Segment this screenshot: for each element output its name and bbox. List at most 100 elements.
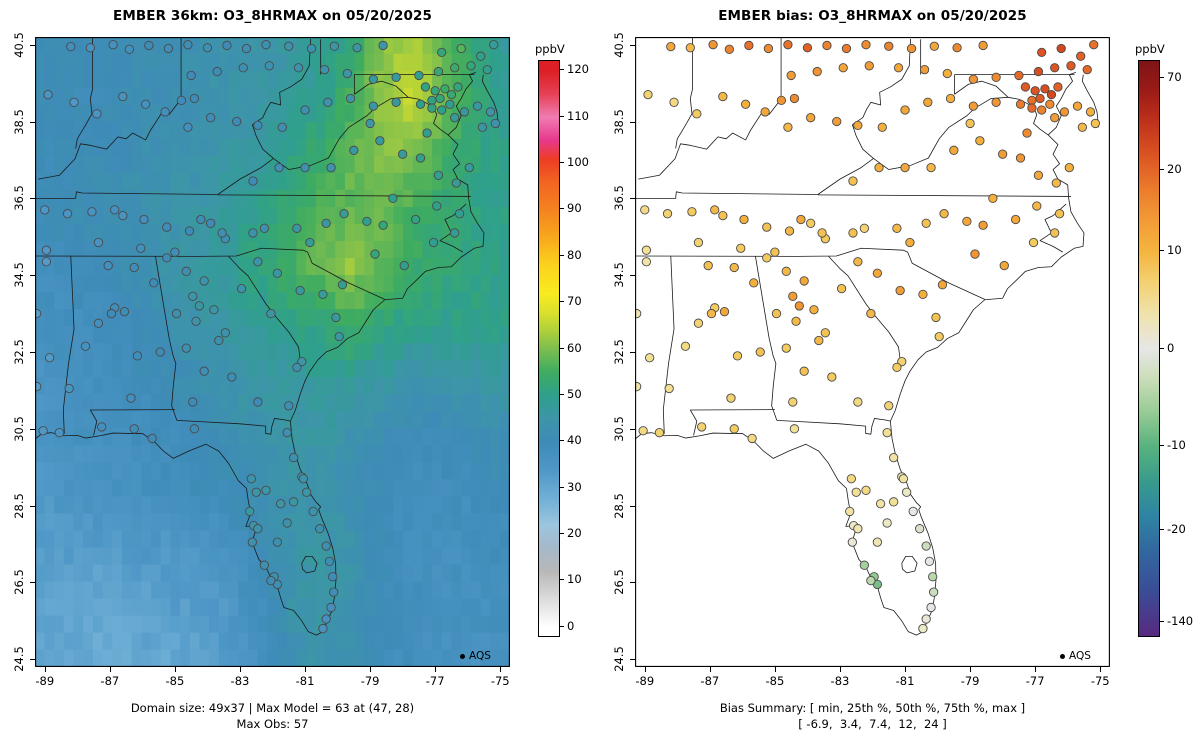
colorbar-tick-label: 20 <box>1167 162 1182 177</box>
y-axis-tick <box>30 352 35 353</box>
colorbar-tick <box>560 115 564 117</box>
colorbar-tick-label: -140 <box>1167 613 1194 628</box>
colorbar-tick <box>560 162 564 164</box>
x-tick-label: -87 <box>100 674 120 688</box>
colorbar-tick-label: 50 <box>567 386 582 401</box>
colorbar-tick-label: 70 <box>567 294 582 309</box>
colorbar-tick-label: 0 <box>567 618 575 633</box>
x-tick-label: -77 <box>1025 674 1045 688</box>
colorbar-tick-label: 30 <box>567 479 582 494</box>
left-legend-label: AQS <box>469 650 491 662</box>
colorbar-tick-label: -20 <box>1167 521 1186 536</box>
y-tick-label: 38.5 <box>612 108 626 135</box>
y-axis-tick <box>630 505 635 507</box>
y-axis-tick <box>630 121 635 123</box>
x-axis-tick <box>174 667 176 672</box>
y-axis-tick <box>30 198 35 200</box>
colorbar-tick <box>560 69 564 71</box>
colorbar-tick <box>1160 620 1164 622</box>
y-tick-label: 38.5 <box>12 108 26 135</box>
y-axis-tick <box>630 428 635 430</box>
colorbar-tick-label: 70 <box>1167 70 1182 85</box>
x-axis-tick <box>435 667 437 672</box>
y-tick-label: 24.5 <box>12 646 26 673</box>
colorbar-tick <box>560 301 564 303</box>
x-tick-label: -79 <box>360 674 380 688</box>
colorbar-tick <box>560 254 564 256</box>
x-tick-label: -83 <box>830 674 850 688</box>
y-tick-label: 24.5 <box>612 646 626 673</box>
y-tick-label: 36.5 <box>612 185 626 212</box>
x-tick-label: -89 <box>35 674 55 688</box>
x-axis-tick <box>839 667 841 672</box>
y-tick-label: 28.5 <box>612 492 626 519</box>
x-tick-label: -79 <box>960 674 980 688</box>
right-caption-line2: [ -6.9, 3.4, 7.4, 12, 24 ] <box>798 717 947 731</box>
x-axis-tick <box>905 667 907 672</box>
left-caption-line1: Domain size: 49x37 | Max Model = 63 at (… <box>130 701 415 715</box>
y-axis-tick <box>30 44 35 46</box>
colorbar-tick-label: 10 <box>567 572 582 587</box>
x-axis-tick <box>44 667 46 672</box>
colorbar-tick-label: 20 <box>567 525 582 540</box>
x-tick-label: -85 <box>165 674 185 688</box>
y-tick-label: 32.5 <box>612 339 626 365</box>
colorbar-tick <box>560 208 564 210</box>
colorbar-tick <box>1160 77 1164 79</box>
x-axis-tick <box>774 667 776 672</box>
x-tick-label: -85 <box>765 674 785 688</box>
right-colorbar-unit-label: ppbV <box>1135 42 1165 56</box>
colorbar-tick-label: 60 <box>567 340 582 355</box>
y-axis-tick <box>30 428 35 430</box>
right-caption-line1: Bias Summary: [ min, 25th %, 50th %, 75t… <box>719 701 1026 715</box>
x-axis-tick <box>1100 667 1102 672</box>
y-tick-label: 26.5 <box>12 569 26 596</box>
x-tick-label: -83 <box>230 674 250 688</box>
colorbar-tick <box>1160 249 1164 251</box>
colorbar-tick <box>560 532 564 534</box>
x-tick-label: -81 <box>895 674 915 688</box>
x-tick-label: -87 <box>700 674 720 688</box>
y-axis-tick <box>630 198 635 200</box>
right-colorbar <box>1138 60 1160 637</box>
colorbar-tick <box>560 625 564 627</box>
colorbar-tick <box>560 347 564 349</box>
x-axis-tick <box>709 667 711 672</box>
colorbar-tick <box>1160 445 1164 447</box>
colorbar-tick <box>560 579 564 581</box>
x-axis-tick <box>970 667 972 672</box>
x-tick-label: -89 <box>635 674 655 688</box>
colorbar-tick-label: 100 <box>567 155 589 170</box>
x-axis-tick <box>500 667 502 672</box>
colorbar-tick-label: 10 <box>1167 242 1182 257</box>
x-tick-label: -75 <box>1090 674 1110 688</box>
left-aqs-legend: AQS <box>460 650 491 662</box>
colorbar-tick <box>560 440 564 442</box>
left-map-canvas <box>35 37 510 667</box>
colorbar-tick-label: -10 <box>1167 438 1186 453</box>
colorbar-tick-label: 40 <box>567 433 582 448</box>
y-axis-tick <box>630 275 635 277</box>
legend-dot-icon <box>1060 653 1065 659</box>
y-axis-tick <box>30 582 35 584</box>
x-tick-label: -75 <box>490 674 510 688</box>
colorbar-tick <box>560 393 564 395</box>
right-panel-title: EMBER bias: O3_8HRMAX on 05/20/2025 <box>718 8 1027 24</box>
x-axis-tick <box>370 667 372 672</box>
y-tick-label: 34.5 <box>12 262 26 288</box>
x-tick-label: -77 <box>425 674 445 688</box>
y-tick-label: 30.5 <box>612 416 626 442</box>
y-tick-label: 26.5 <box>612 569 626 596</box>
x-axis-tick <box>644 667 646 672</box>
colorbar-tick <box>1160 169 1164 171</box>
colorbar-tick-label: 90 <box>567 201 582 216</box>
left-caption-line2: Max Obs: 57 <box>236 717 309 731</box>
colorbar-tick-label: 0 <box>1167 340 1175 355</box>
colorbar-tick-label: 80 <box>567 247 582 262</box>
right-legend-label: AQS <box>1069 650 1091 662</box>
y-axis-tick <box>630 582 635 584</box>
x-axis-tick <box>1035 667 1037 672</box>
y-axis-tick <box>30 659 35 661</box>
legend-dot-icon <box>460 653 465 659</box>
